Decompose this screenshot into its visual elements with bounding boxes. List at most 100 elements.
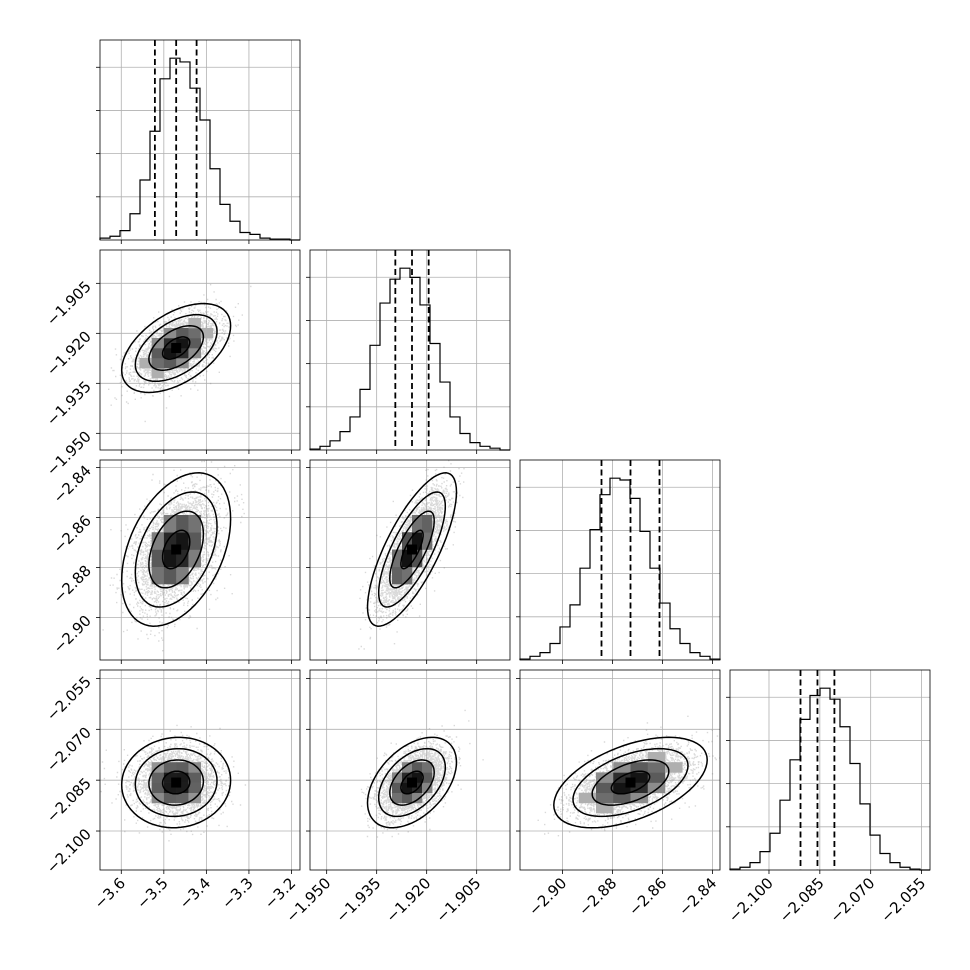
density-cell xyxy=(392,772,403,783)
xtick-label-3-3: −2.055 xyxy=(877,874,929,926)
ytick-label-1-1: −1.935 xyxy=(43,377,95,429)
density-cell xyxy=(176,338,189,349)
contour-2-0-0 xyxy=(161,529,191,570)
xtick-label-1-3: −1.905 xyxy=(433,874,485,926)
density-cell xyxy=(163,566,177,585)
density-cell xyxy=(176,566,189,585)
histogram-3 xyxy=(729,687,930,871)
density-cell xyxy=(176,358,189,369)
scatter-panel-2-1 xyxy=(306,459,511,664)
hist-frame-2 xyxy=(519,459,721,661)
density-cell xyxy=(151,338,165,349)
density-cell xyxy=(176,782,189,794)
contour-3-1-0 xyxy=(400,770,424,795)
density-cell xyxy=(163,762,177,773)
contour-2-0-1 xyxy=(148,510,205,589)
density-cell xyxy=(151,792,165,804)
scatter-panel-3-2 xyxy=(516,669,721,874)
xtick-label-2-1: −2.88 xyxy=(575,874,620,919)
density-cell xyxy=(596,782,614,794)
density-cell xyxy=(412,515,423,533)
density-cell xyxy=(188,532,201,550)
xtick-label-3-1: −2.085 xyxy=(776,874,828,926)
density-cell xyxy=(151,532,165,550)
contour-3-0-3 xyxy=(120,736,232,829)
xtick-label-0-3: −3.3 xyxy=(218,874,256,912)
density-cell xyxy=(163,792,177,804)
density-cell xyxy=(630,772,649,783)
scatter-panel-3-0 xyxy=(96,669,301,874)
density-cell xyxy=(163,782,177,794)
density-cell xyxy=(392,549,403,568)
panel-content-1-0 xyxy=(108,284,252,423)
density-cell xyxy=(392,782,403,794)
density-cell xyxy=(392,792,403,804)
density-cell xyxy=(163,772,177,783)
histogram-2 xyxy=(519,477,721,660)
density-cell xyxy=(422,782,433,794)
density-cell xyxy=(176,792,189,804)
density-cell xyxy=(647,782,666,794)
density-cell xyxy=(176,328,189,339)
density-cell xyxy=(163,515,177,533)
ytick-label-3-3: −2.055 xyxy=(43,673,95,725)
contour-2-1-3 xyxy=(366,472,458,627)
panel-frame-3-2 xyxy=(519,669,721,871)
contour-3-0-1 xyxy=(148,759,205,806)
scatter-panel-2-0 xyxy=(96,459,301,664)
density-cell xyxy=(176,515,189,533)
density-cell xyxy=(647,772,666,783)
panel-frame-1-0 xyxy=(99,249,301,451)
density-cell xyxy=(412,762,423,773)
density-cell xyxy=(596,802,614,814)
contour-1-0-2 xyxy=(134,313,218,383)
density-cell xyxy=(630,792,649,804)
density-cell xyxy=(392,566,403,585)
hist-frame-1 xyxy=(309,249,511,451)
contour-2-1-2 xyxy=(377,491,447,608)
density-cell xyxy=(630,762,649,773)
panel-frame-3-1 xyxy=(309,669,511,871)
density-cell xyxy=(596,792,614,804)
contour-2-1-0 xyxy=(400,529,424,570)
contour-3-1-2 xyxy=(377,747,447,818)
contour-3-1-1 xyxy=(389,759,435,806)
density-cell xyxy=(422,772,433,783)
scatter-panel-3-1 xyxy=(306,669,511,874)
density-cell xyxy=(578,792,597,804)
panel-frame-2-0 xyxy=(99,459,301,661)
density-cell xyxy=(188,772,201,783)
contour-3-2-2 xyxy=(572,747,689,818)
histogram-0 xyxy=(99,57,300,241)
density-cell xyxy=(665,762,683,773)
density-cell xyxy=(151,772,165,783)
contour-3-0-0 xyxy=(161,770,191,795)
density-cell xyxy=(402,532,413,550)
density-cell xyxy=(613,782,631,794)
ytick-label-1-3: −1.905 xyxy=(43,277,95,329)
xtick-label-2-2: −2.86 xyxy=(625,874,670,919)
density-cell xyxy=(412,532,423,550)
scatter-panel-1-0 xyxy=(96,249,301,454)
ytick-label-3-2: −2.070 xyxy=(43,723,95,775)
density-cell xyxy=(188,348,201,359)
panel-frame-3-0 xyxy=(99,669,301,871)
ytick-label-3-1: −2.085 xyxy=(43,774,95,826)
density-peak xyxy=(625,777,636,788)
density-cell xyxy=(422,532,433,550)
panel-content-3-1 xyxy=(360,709,484,838)
hist-frame-3 xyxy=(729,669,931,871)
contour-1-0-3 xyxy=(120,302,232,394)
density-cell xyxy=(151,782,165,794)
contour-3-1-3 xyxy=(366,736,458,829)
ytick-label-2-0: −2.90 xyxy=(50,612,95,657)
density-cell xyxy=(630,782,649,794)
density-cell xyxy=(200,328,214,339)
density-cell xyxy=(163,358,177,369)
xtick-label-0-0: −3.6 xyxy=(91,874,129,912)
density-cell xyxy=(647,762,666,773)
contour-2-1-1 xyxy=(389,510,435,589)
density-cell xyxy=(402,792,413,804)
density-cell xyxy=(188,515,201,533)
